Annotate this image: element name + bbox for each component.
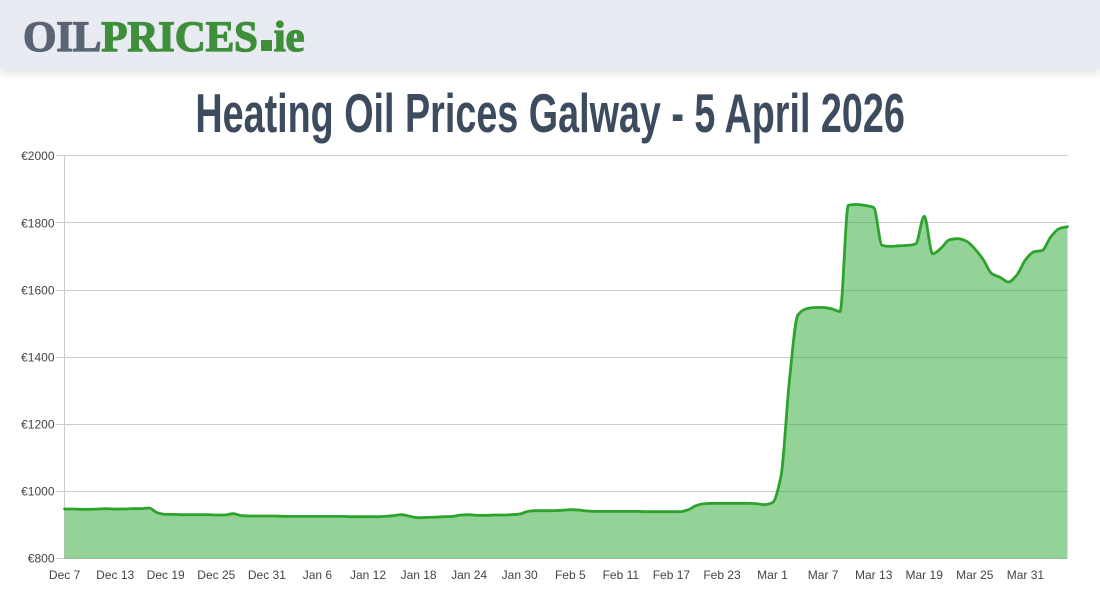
svg-text:Mar 13: Mar 13 [855,568,893,582]
svg-text:Mar 31: Mar 31 [1007,568,1045,582]
svg-text:Feb 23: Feb 23 [703,568,741,582]
svg-text:€800: €800 [28,552,55,566]
svg-text:Mar 1: Mar 1 [757,568,788,582]
svg-text:Jan 6: Jan 6 [303,568,333,582]
svg-text:€2000: €2000 [21,149,55,163]
svg-text:Mar 7: Mar 7 [808,568,839,582]
svg-text:Jan 24: Jan 24 [451,568,487,582]
svg-text:Jan 30: Jan 30 [502,568,538,582]
svg-text:Jan 12: Jan 12 [350,568,386,582]
svg-text:€1600: €1600 [21,283,55,297]
svg-text:€1400: €1400 [21,350,55,364]
svg-text:€1200: €1200 [21,418,55,432]
svg-text:Mar 19: Mar 19 [906,568,944,582]
svg-text:Mar 25: Mar 25 [956,568,994,582]
svg-text:Dec 25: Dec 25 [197,568,235,582]
svg-text:Feb 5: Feb 5 [555,568,586,582]
svg-text:Jan 18: Jan 18 [401,568,437,582]
svg-text:€1800: €1800 [21,216,55,230]
svg-text:Feb 17: Feb 17 [653,568,691,582]
svg-text:Dec 31: Dec 31 [248,568,286,582]
svg-text:Feb 11: Feb 11 [603,568,640,582]
svg-text:Dec 13: Dec 13 [96,568,134,582]
svg-text:Dec 7: Dec 7 [49,568,81,582]
svg-text:€1000: €1000 [21,485,55,499]
svg-text:Dec 19: Dec 19 [147,568,185,582]
